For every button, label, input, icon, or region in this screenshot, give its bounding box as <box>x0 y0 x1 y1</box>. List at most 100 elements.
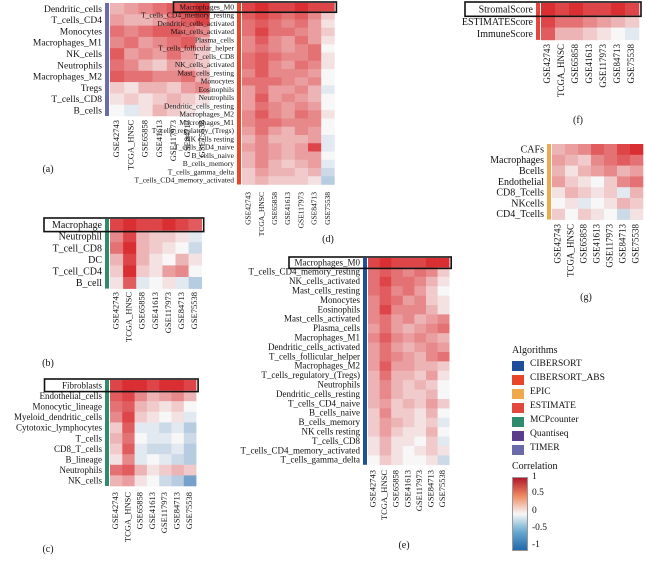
column-label: GSE84713 <box>617 224 627 264</box>
heatmap-cell <box>379 361 392 372</box>
heatmap-cell <box>368 333 380 343</box>
heatmap-cell <box>437 427 450 437</box>
algo-label: TIMER <box>530 443 560 453</box>
heatmap-cell <box>146 422 160 434</box>
heatmap-cell <box>565 187 579 199</box>
heatmap-cell <box>368 276 380 287</box>
heatmap-cell <box>255 3 269 12</box>
row-label: T_cells_regulatory_(Tregs) <box>261 370 360 380</box>
heatmap-cell <box>414 361 427 372</box>
heatmap-cell <box>379 417 392 428</box>
heatmap-cell <box>321 3 335 12</box>
row-label: T_cells <box>76 433 103 443</box>
heatmap-cell <box>242 126 256 136</box>
row-label: T_cells_CD4 <box>51 16 102 26</box>
heatmap-cell <box>159 380 172 391</box>
row-label: T_cells_gamma_delta <box>168 167 235 176</box>
heatmap-cell <box>565 165 579 177</box>
heatmap-cell <box>136 277 150 289</box>
heatmap-cell <box>321 176 335 185</box>
heatmap-cell <box>321 159 335 169</box>
row-label: Macrophages_M2 <box>295 361 360 371</box>
heatmap-cell <box>426 333 438 343</box>
heatmap-cell <box>565 198 579 210</box>
heatmap-cell <box>255 110 269 119</box>
heatmap-cell <box>617 165 631 177</box>
row-label: NK_cells <box>66 50 102 60</box>
heatmap-cell <box>162 230 176 243</box>
heatmap-cell <box>138 104 153 117</box>
highlight-box <box>464 1 642 18</box>
column-label: GSE117973 <box>168 120 178 161</box>
heatmap-cell <box>268 168 282 177</box>
heatmap-cell <box>414 314 427 325</box>
heatmap-cell <box>402 436 415 447</box>
heatmap-cell <box>268 44 282 53</box>
heatmap-cell <box>402 314 415 325</box>
heatmap-cell <box>604 208 618 220</box>
row-label: Tregs <box>81 84 103 94</box>
heatmap-cell <box>110 230 124 243</box>
heatmap-cell <box>183 401 197 413</box>
heatmap-cell <box>552 208 566 220</box>
heatmap-cell <box>321 110 335 119</box>
row-label: Monocytes <box>60 27 103 37</box>
heatmap-cell <box>255 11 269 20</box>
heatmap-cell <box>308 3 322 12</box>
heatmap-cell <box>110 48 125 60</box>
heatmap-cell <box>268 85 282 95</box>
heatmap-cell <box>149 253 163 266</box>
heatmap-cell <box>124 48 139 60</box>
heatmap-cell <box>181 93 196 105</box>
heatmap-cell <box>255 168 269 177</box>
heatmap-cell <box>255 60 269 70</box>
heatmap-cell <box>569 27 584 41</box>
column-label: GSE42743 <box>368 470 378 507</box>
heatmap-cell <box>268 176 282 185</box>
column-label: GSE84713 <box>172 492 182 529</box>
heatmap-cell <box>136 242 150 255</box>
column-label: GSE41613 <box>402 470 412 507</box>
heatmap-cell <box>321 126 335 136</box>
algorithm-bar <box>105 219 109 289</box>
heatmap-cell <box>146 443 160 455</box>
heatmap-cell <box>171 433 185 444</box>
heatmap-cell <box>402 361 415 372</box>
heatmap-cell <box>604 144 618 156</box>
heatmap-cell <box>268 36 282 45</box>
column-label: GSE75538 <box>189 292 199 329</box>
heatmap-cell <box>426 361 438 372</box>
row-label: T_cell_CD4 <box>53 266 102 277</box>
heatmap-cell <box>268 60 282 70</box>
heatmap-cell <box>281 102 296 111</box>
heatmap-cell <box>255 176 269 185</box>
heatmap-cell <box>402 408 415 419</box>
heatmap-cell <box>630 208 644 220</box>
row-label: T_cell_CD8 <box>53 243 102 254</box>
heatmap-cell <box>183 380 197 391</box>
column-label: TCGA_HNSC <box>125 120 135 170</box>
heatmap-cell <box>255 93 269 103</box>
column-label: GSE41613 <box>147 492 157 529</box>
heatmap-cell <box>159 401 172 413</box>
heatmap-cell <box>268 118 282 128</box>
heatmap-cell <box>308 69 322 78</box>
row-label: Cytotoxic_lymphocytes <box>16 423 102 433</box>
heatmap-cell <box>368 455 380 466</box>
heatmap-cell <box>268 135 282 144</box>
column-label: GSE75538 <box>626 44 636 84</box>
heatmap-cell <box>391 455 404 466</box>
heatmap-cell <box>124 36 139 49</box>
heatmap-cell <box>426 417 438 428</box>
heatmap-cell <box>181 59 196 72</box>
heatmap-cell <box>122 443 135 455</box>
row-label: T_cells_CD8 <box>312 436 360 446</box>
column-label: GSE117973 <box>598 44 608 88</box>
heatmap-cell <box>426 436 438 447</box>
heatmap-cell <box>402 342 415 353</box>
heatmap-cell <box>255 126 269 136</box>
algo-label: MCPcounter <box>530 415 579 425</box>
row-label: Myeloid_dendritic_cells <box>14 412 102 422</box>
heatmap-cell <box>591 187 605 199</box>
